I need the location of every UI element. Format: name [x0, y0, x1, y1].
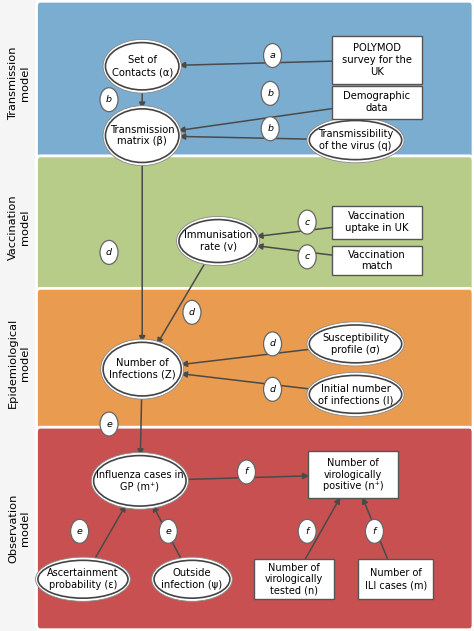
Text: Demographic
data: Demographic data [343, 91, 410, 113]
Circle shape [71, 519, 89, 543]
Text: Transmission
model: Transmission model [8, 47, 30, 121]
Text: d: d [189, 308, 195, 317]
Ellipse shape [93, 456, 186, 506]
Ellipse shape [91, 452, 188, 509]
Ellipse shape [176, 216, 260, 266]
Text: c: c [304, 218, 310, 227]
FancyBboxPatch shape [332, 86, 422, 119]
Text: b: b [106, 95, 112, 104]
Text: Number of
ILI cases (m): Number of ILI cases (m) [365, 569, 427, 590]
Circle shape [159, 519, 177, 543]
Text: c: c [304, 252, 310, 261]
Text: b: b [267, 124, 273, 133]
Ellipse shape [38, 560, 128, 598]
FancyBboxPatch shape [332, 206, 422, 239]
Text: d: d [270, 385, 275, 394]
Text: Observation
model: Observation model [8, 494, 30, 563]
Ellipse shape [152, 557, 232, 601]
FancyBboxPatch shape [358, 559, 433, 599]
Text: Vaccination
match: Vaccination match [348, 250, 406, 271]
Circle shape [264, 44, 282, 68]
Text: Number of
Infections (Z): Number of Infections (Z) [109, 358, 175, 380]
Text: Set of
Contacts (α): Set of Contacts (α) [111, 56, 173, 77]
Ellipse shape [105, 109, 179, 162]
Ellipse shape [154, 560, 230, 598]
Text: d: d [270, 339, 275, 348]
Text: Immunisation
rate (v): Immunisation rate (v) [184, 230, 252, 252]
Text: Vaccination
model: Vaccination model [8, 194, 30, 260]
Text: f: f [373, 527, 376, 536]
FancyBboxPatch shape [36, 156, 473, 298]
Circle shape [261, 81, 279, 105]
Circle shape [264, 377, 282, 401]
Circle shape [237, 460, 255, 484]
Ellipse shape [103, 39, 181, 93]
FancyBboxPatch shape [254, 559, 334, 599]
FancyBboxPatch shape [332, 36, 422, 84]
FancyBboxPatch shape [36, 427, 473, 630]
Ellipse shape [309, 325, 402, 363]
Text: e: e [165, 527, 171, 536]
Ellipse shape [307, 117, 404, 163]
Text: Transmission
matrix (β): Transmission matrix (β) [110, 125, 174, 146]
Ellipse shape [103, 342, 181, 396]
Circle shape [183, 300, 201, 324]
Ellipse shape [309, 375, 402, 413]
Text: b: b [267, 89, 273, 98]
Ellipse shape [103, 105, 181, 165]
Ellipse shape [307, 372, 404, 416]
Circle shape [261, 117, 279, 141]
Ellipse shape [179, 220, 257, 262]
Circle shape [264, 332, 282, 356]
Text: Susceptibility
profile (σ): Susceptibility profile (σ) [322, 333, 389, 355]
Text: Vaccination
uptake in UK: Vaccination uptake in UK [345, 211, 409, 233]
FancyBboxPatch shape [308, 451, 398, 498]
Circle shape [365, 519, 383, 543]
Text: POLYMOD
survey for the
UK: POLYMOD survey for the UK [342, 44, 412, 76]
Ellipse shape [100, 339, 183, 399]
Text: Number of
virologically
tested (n): Number of virologically tested (n) [265, 563, 323, 596]
Text: a: a [270, 51, 275, 60]
FancyBboxPatch shape [332, 246, 422, 275]
Ellipse shape [105, 42, 179, 90]
Circle shape [298, 210, 316, 234]
Text: Outside
infection (ψ): Outside infection (ψ) [162, 569, 222, 590]
Ellipse shape [307, 322, 404, 366]
Text: Ascertainment
probability (ε): Ascertainment probability (ε) [47, 569, 119, 590]
Text: f: f [245, 468, 248, 476]
Text: f: f [305, 527, 309, 536]
Circle shape [100, 412, 118, 436]
Text: Initial number
of infections (I): Initial number of infections (I) [318, 384, 393, 405]
Circle shape [100, 240, 118, 264]
FancyBboxPatch shape [36, 1, 473, 166]
Ellipse shape [309, 121, 402, 160]
Text: d: d [106, 248, 112, 257]
Ellipse shape [36, 557, 130, 601]
Circle shape [298, 519, 316, 543]
Text: Epidemiological
model: Epidemiological model [8, 317, 30, 408]
Circle shape [298, 245, 316, 269]
Text: Number of
virologically
positive (n⁺): Number of virologically positive (n⁺) [323, 458, 383, 491]
Text: Influenza cases in
GP (m⁺): Influenza cases in GP (m⁺) [96, 470, 183, 492]
Text: e: e [77, 527, 82, 536]
Text: Transmissibility
of the virus (q): Transmissibility of the virus (q) [318, 129, 393, 151]
Text: e: e [106, 420, 112, 428]
Circle shape [100, 88, 118, 112]
FancyBboxPatch shape [36, 288, 473, 437]
